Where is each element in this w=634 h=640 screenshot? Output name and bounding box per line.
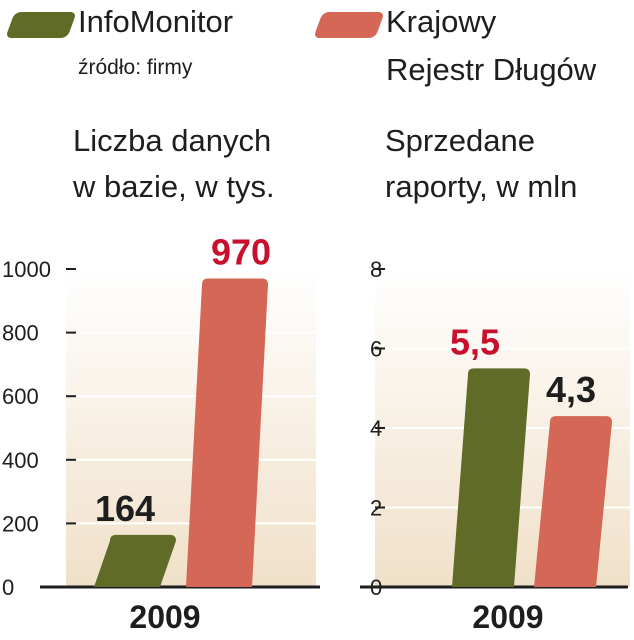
y-tick-label: 400 [2,448,39,473]
x-tick-label: 2009 [129,599,200,635]
y-tick-label: 800 [2,321,39,346]
chart-liczba-danych: 0 200 400 600 800 1000 164 970 2009 [2,232,320,635]
legend-label-krd-line1: Krajowy [386,4,497,39]
data-label: 164 [95,488,155,529]
y-tick-label: 200 [2,511,39,536]
legend-label-krd-line2: Rejestr Długów [386,52,597,87]
bar-krd [534,416,612,587]
y-tick-label: 8 [370,257,382,282]
bar-krd [186,278,268,587]
chart1-title-line2: w bazie, w tys. [73,169,275,204]
chart2-title-line2: raporty, w mln [385,169,578,204]
bar-infomonitor [94,534,176,587]
x-tick-label: 2009 [472,599,543,635]
y-tick-label: 600 [2,384,39,409]
data-label: 4,3 [546,369,596,410]
y-tick-label: 2 [370,496,382,521]
bar-infomonitor [452,368,530,587]
source-note: źródło: firmy [78,56,193,79]
y-tick-label: 6 [370,337,382,362]
y-tick-label: 0 [2,575,14,600]
y-tick-label: 4 [370,416,382,441]
data-label: 5,5 [450,321,500,362]
legend-label-infomonitor: InfoMonitor [78,4,234,39]
data-label: 970 [211,232,271,273]
y-tick-label: 1000 [2,257,51,282]
chart2-title-line1: Sprzedane [385,123,535,158]
chart1-title-line1: Liczba danych [73,123,272,158]
